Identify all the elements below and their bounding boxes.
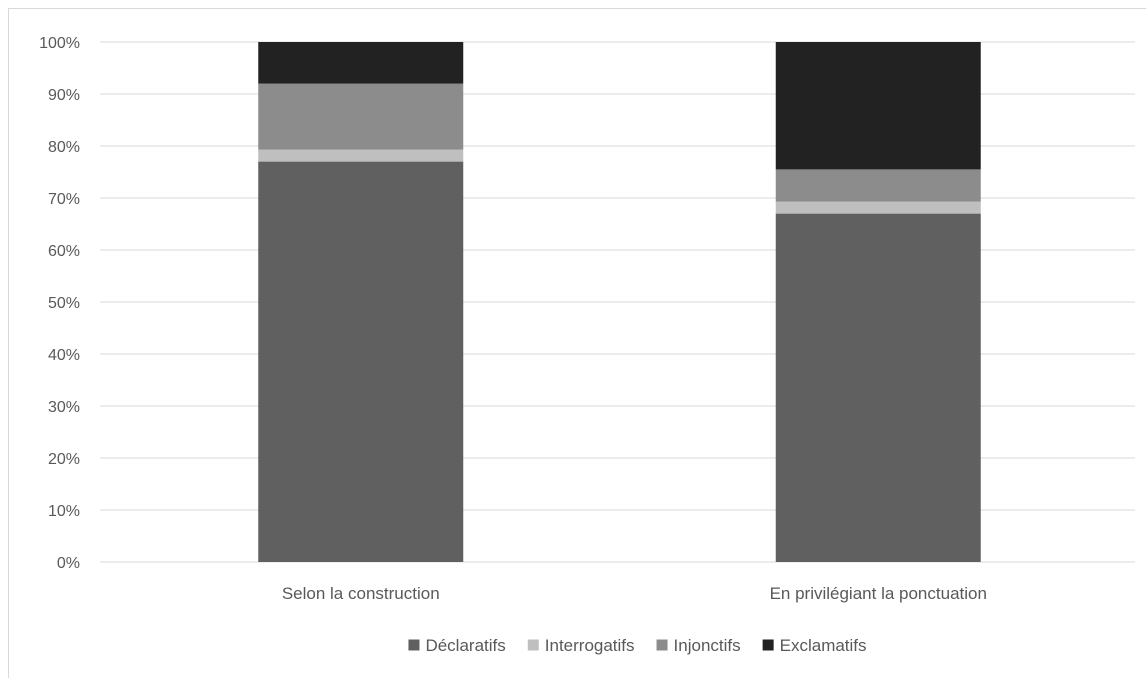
- y-tick-label: 20%: [48, 451, 80, 468]
- y-tick-label: 50%: [48, 295, 80, 312]
- y-tick-label: 80%: [48, 139, 80, 156]
- legend-label: Interrogatifs: [545, 636, 635, 655]
- legend-label: Injonctifs: [674, 636, 741, 655]
- legend-swatch: [527, 639, 539, 651]
- legend-item: Injonctifs: [656, 636, 741, 655]
- y-tick-label: 40%: [48, 347, 80, 364]
- bar-segment: [775, 213, 981, 562]
- bar-segment: [775, 169, 981, 202]
- legend: Déclaratifs Interrogatifs Injonctifs Exclam…: [408, 636, 867, 655]
- bar-segment: [258, 161, 464, 562]
- x-axis-category-labels: Selon la construction En privilégiant la …: [282, 584, 987, 603]
- bar-segment: [258, 42, 464, 84]
- legend-item: Interrogatifs: [527, 636, 635, 655]
- y-tick-label: 30%: [48, 399, 80, 416]
- x-category-label: Selon la construction: [282, 584, 440, 603]
- legend-label: Exclamatifs: [780, 636, 867, 655]
- y-tick-label: 70%: [48, 191, 80, 208]
- x-category-label: En privilégiant la ponctuation: [770, 584, 987, 603]
- y-tick-label: 100%: [39, 35, 80, 52]
- legend-item: Déclaratifs: [408, 636, 506, 655]
- bar-segment: [775, 201, 981, 214]
- y-tick-label: 10%: [48, 503, 80, 520]
- bar-segment: [258, 83, 464, 150]
- legend-swatch: [408, 639, 420, 651]
- bars: [258, 42, 981, 562]
- y-axis-tick-labels: 0% 10% 20% 30% 40% 50% 60% 70% 80% 90% 100%: [39, 35, 80, 572]
- y-tick-label: 60%: [48, 243, 80, 260]
- y-tick-label: 0%: [57, 555, 80, 572]
- legend-label: Déclaratifs: [425, 636, 505, 655]
- y-tick-label: 90%: [48, 87, 80, 104]
- legend-item: Exclamatifs: [762, 636, 867, 655]
- bar-segment: [258, 149, 464, 162]
- bar-segment: [775, 42, 981, 170]
- legend-swatch: [656, 639, 668, 651]
- legend-swatch: [762, 639, 774, 651]
